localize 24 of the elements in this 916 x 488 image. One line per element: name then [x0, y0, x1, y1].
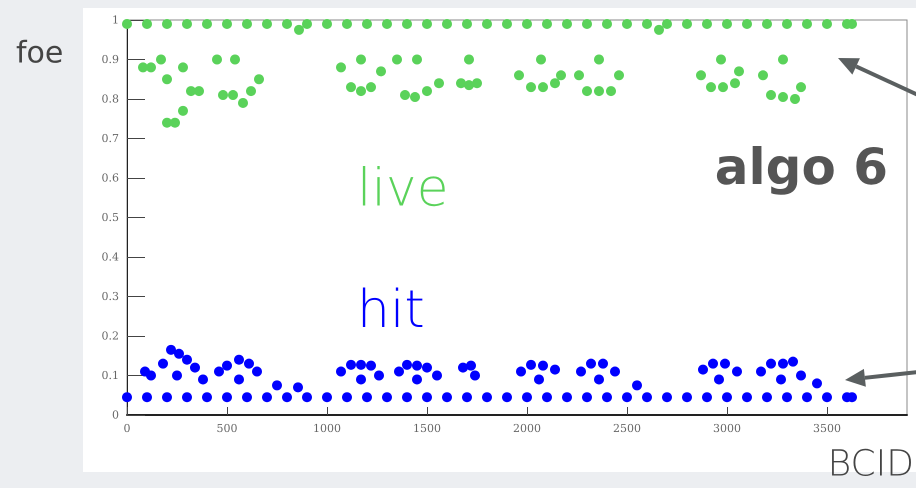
x-tick-label: 3000 [713, 422, 741, 435]
x-tick-label: 2500 [613, 422, 641, 435]
y-tick-label: 0.9 [102, 53, 119, 66]
y-tick-label: 0.4 [102, 250, 119, 264]
annotation: algo 6 [714, 138, 888, 196]
x-tick-label: 1500 [413, 422, 441, 435]
y-tick-label: 0.2 [102, 330, 119, 342]
y-axis-title: foe [16, 36, 64, 70]
y-tick-label: 0.6 [102, 172, 119, 184]
y-tick-label: 0.5 [102, 211, 119, 224]
y-tick-label: 0.1 [102, 369, 119, 382]
x-tick-label: 0 [124, 422, 130, 435]
x-axis-title: BCID [828, 444, 914, 484]
x-tick-label: 3500 [813, 422, 841, 435]
y-tick-label: 0.3 [102, 290, 119, 303]
y-tick-label: 0.8 [102, 92, 119, 106]
y-tick-label: 0 [112, 408, 119, 422]
x-tick-label: 500 [216, 422, 238, 435]
y-tick-label: 0.7 [102, 132, 119, 145]
x-tick-label: 2000 [513, 422, 541, 435]
x-tick-label: 1000 [313, 422, 341, 435]
series-label: live [357, 158, 449, 219]
y-tick-label: 1 [112, 14, 119, 26]
series-label: hit [357, 280, 425, 340]
